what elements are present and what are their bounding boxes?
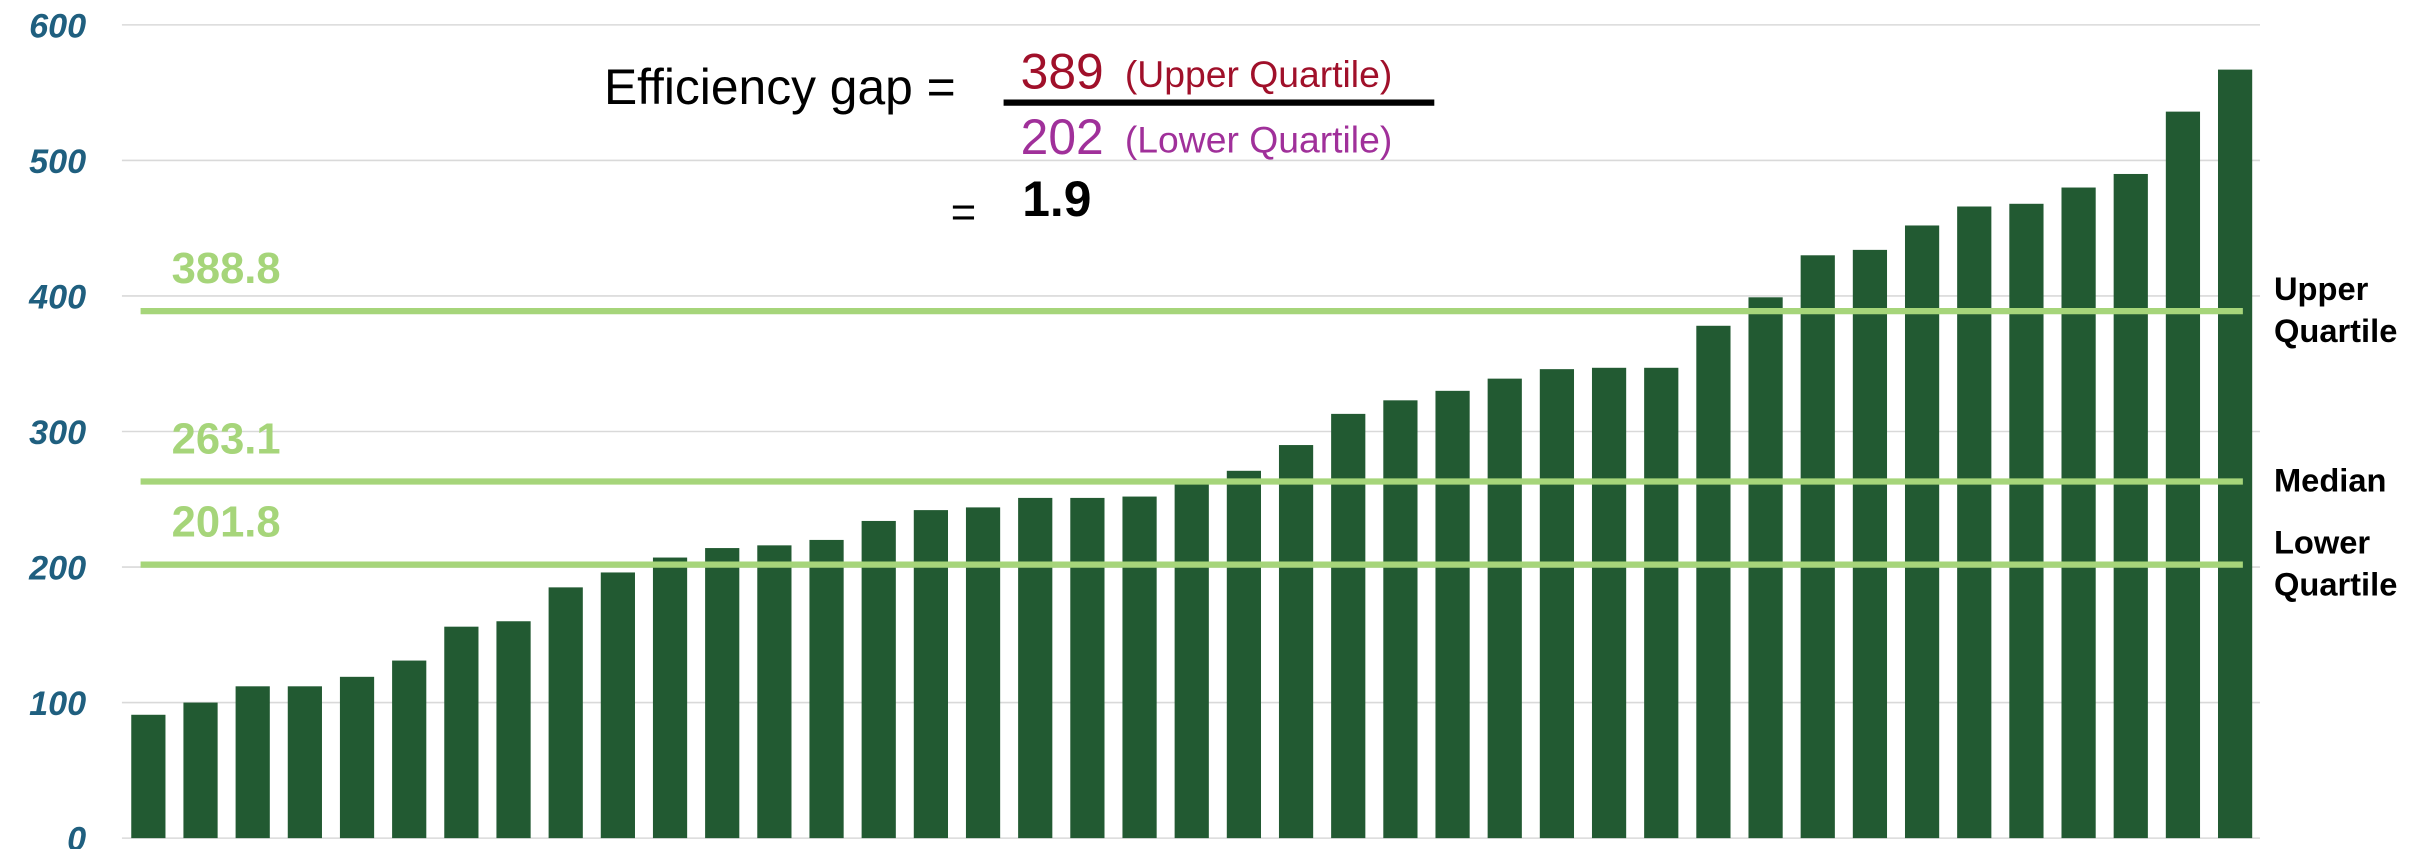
bar: [809, 539, 844, 839]
bar: [287, 686, 322, 839]
bar: [2217, 69, 2253, 839]
formula-lhs: Efficiency gap =: [604, 59, 956, 115]
bar: [1383, 400, 1418, 839]
bar: [1487, 378, 1522, 839]
bar: [1957, 206, 1992, 839]
bar: [1278, 445, 1314, 839]
formula-denominator-label: (Lower Quartile): [1125, 118, 1392, 160]
reference-name: Median: [2273, 463, 2387, 500]
formula-equals: =: [951, 189, 976, 237]
y-tick-label: 500: [29, 143, 86, 181]
bar: [1018, 497, 1053, 839]
bar: [1539, 369, 1575, 839]
reference-name-box: Lower Quartile: [2273, 525, 2398, 604]
bar: [2165, 111, 2201, 839]
bar: [235, 686, 270, 839]
y-tick-label: 100: [29, 685, 86, 723]
reference-value-label: 388.8: [172, 245, 281, 293]
bar: [652, 557, 688, 839]
bar: [1435, 390, 1470, 839]
bar: [1226, 470, 1262, 839]
bar: [965, 507, 1001, 839]
bar: [757, 545, 792, 839]
bar: [1800, 255, 1835, 839]
bar: [1748, 297, 1783, 839]
bar: [2113, 173, 2148, 839]
bar: [1070, 497, 1105, 839]
bar: [600, 572, 635, 839]
reference-name-box: Upper Quartile: [2273, 272, 2398, 351]
y-axis: 0 100 200 300 400 500 600: [28, 7, 86, 849]
reference-lines: 388.8 Upper Quartile 263.1 Median 201.8 Lower…: [140, 245, 2398, 604]
bar: [183, 702, 218, 839]
bar: [1122, 496, 1157, 839]
reference-name: Upper Quartile: [2273, 272, 2398, 351]
bar: [1591, 367, 1627, 839]
bar: [131, 714, 166, 839]
bar: [1174, 483, 1209, 839]
formula-numerator: 389: [1021, 44, 1104, 100]
bar: [339, 676, 375, 839]
bar: [705, 548, 740, 839]
y-tick-label: 200: [28, 549, 86, 587]
bar: [2061, 187, 2096, 839]
y-tick-label: 400: [28, 278, 86, 316]
formula-denominator: 202: [1021, 109, 1104, 165]
reference-value-label: 263.1: [172, 416, 281, 464]
bar: [861, 520, 896, 839]
y-tick-label: 300: [29, 414, 86, 452]
formula-result: 1.9: [1022, 171, 1091, 227]
bar: [548, 587, 583, 839]
bar: [2009, 203, 2044, 839]
bar: [1904, 225, 1940, 839]
y-tick-label: 600: [29, 7, 86, 45]
bars: [131, 69, 2253, 839]
bar: [913, 510, 948, 839]
y-tick-label: 0: [67, 821, 86, 849]
reference-name-box: Median: [2273, 463, 2387, 500]
reference-value-label: 201.8: [172, 499, 281, 547]
formula: Efficiency gap = 389 (Upper Quartile) 20…: [604, 44, 1435, 237]
bar: [1696, 325, 1731, 839]
bar: [392, 660, 427, 839]
bar: [444, 626, 479, 839]
formula-numerator-label: (Upper Quartile): [1125, 53, 1392, 95]
reference-name: Lower Quartile: [2273, 525, 2398, 604]
bar: [496, 621, 531, 839]
bar: [1852, 249, 1888, 839]
bar: [1331, 413, 1366, 839]
bar: [1644, 367, 1679, 839]
